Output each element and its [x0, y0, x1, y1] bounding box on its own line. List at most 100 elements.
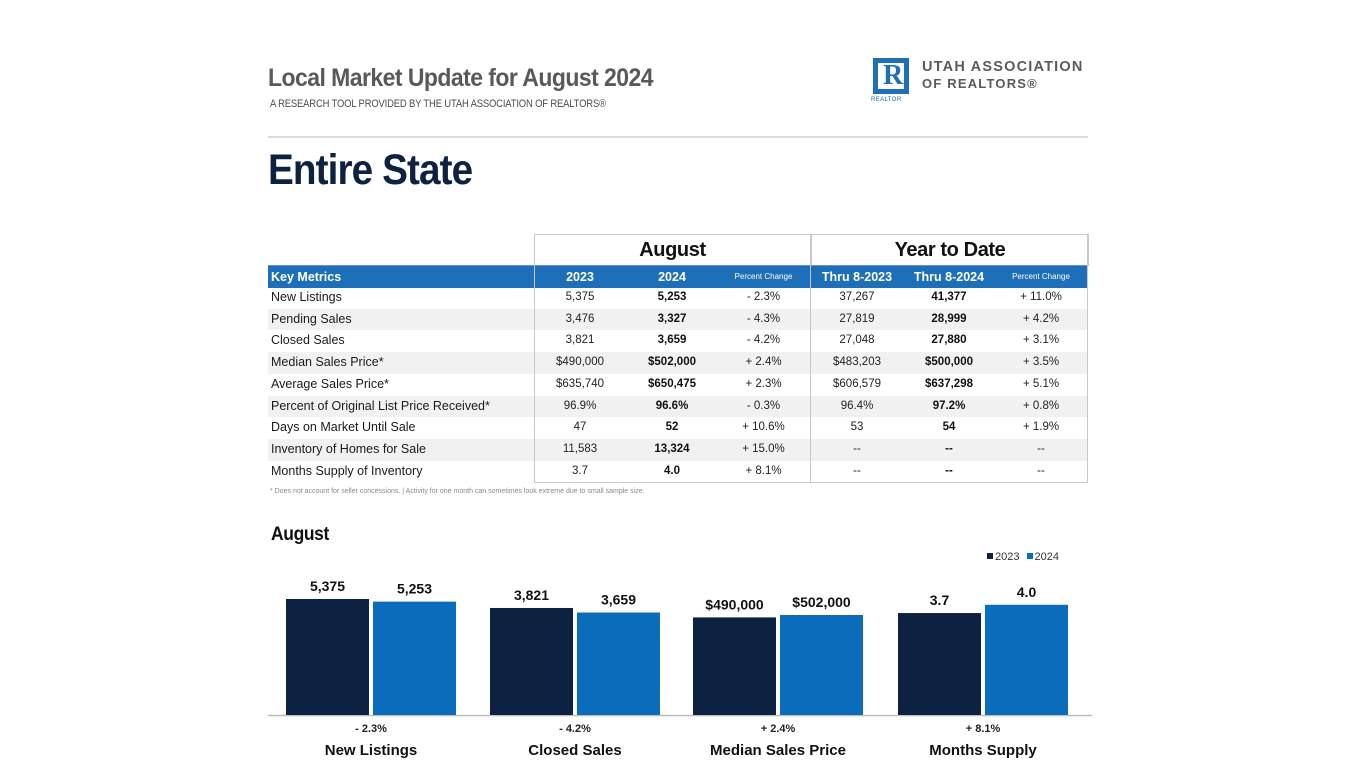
- percent-change-label: + 2.4%: [761, 723, 796, 735]
- legend-swatch-2024: [1026, 553, 1033, 559]
- cell-ytd-change: --: [1037, 442, 1045, 455]
- cell-ytd-change: + 4.2%: [1022, 312, 1060, 325]
- column-header-aug-2023: 2023: [566, 270, 594, 284]
- bar-2023-0: [286, 598, 369, 715]
- cell-aug-change: + 2.4%: [745, 356, 782, 369]
- cell-ytd-2024: --: [945, 464, 953, 477]
- table-bottom-border: [534, 482, 1087, 483]
- cell-aug-2023: 5,375: [565, 291, 595, 303]
- bar-2024-2: [780, 615, 863, 715]
- report-title: Local Market Update for August 2024: [268, 64, 654, 92]
- bar-2024-1: [577, 612, 660, 715]
- cell-ytd-2024: 54: [942, 421, 956, 434]
- percent-change-label: - 4.2%: [559, 723, 591, 735]
- cell-aug-2024: $502,000: [648, 356, 696, 369]
- table-row: Inventory of Homes for Sale 11,583 13,324 +…: [268, 438, 1087, 461]
- chart-title: August: [271, 524, 330, 545]
- logo-glyph: R: [883, 60, 904, 91]
- column-header-ytd-change: Percent Change: [1012, 272, 1070, 281]
- metric-label: Average Sales Price*: [271, 376, 389, 391]
- cell-aug-2023: 3.7: [572, 464, 588, 477]
- cell-aug-change: - 4.2%: [746, 334, 781, 347]
- cell-ytd-2024: 41,377: [931, 291, 967, 303]
- legend-item-2024: 2024: [1026, 551, 1060, 563]
- cell-aug-2023: $635,740: [556, 377, 604, 390]
- cell-aug-2024: 3,659: [657, 334, 687, 347]
- column-header-aug-change: Percent Change: [734, 272, 793, 281]
- cell-aug-2023: $490,000: [556, 356, 604, 369]
- bar-value-label: 5,375: [310, 578, 345, 594]
- table-row: Days on Market Until Sale 47 52 + 10.6% 53 54…: [268, 417, 1087, 439]
- bar-2023-3: [898, 613, 981, 715]
- metric-label: Closed Sales: [271, 333, 345, 348]
- table-row: New Listings 5,375 5,253 - 2.3% 37,267 41,377…: [268, 287, 1087, 309]
- cell-ytd-2023: $483,203: [833, 356, 881, 369]
- category-label: New Listings: [325, 742, 418, 759]
- percent-change-label: + 8.1%: [966, 723, 1001, 735]
- table-header-row: Key Metrics 2023 2024 Percent Change Thr…: [268, 265, 1087, 288]
- cell-aug-change: + 10.6%: [742, 421, 785, 434]
- cell-aug-change: - 0.3%: [746, 399, 781, 412]
- cell-ytd-2024: $500,000: [925, 356, 973, 369]
- cell-aug-change: - 2.3%: [746, 291, 781, 303]
- column-header-key-metrics: Key Metrics: [271, 270, 342, 284]
- cell-ytd-2024: $637,298: [925, 377, 973, 390]
- legend-label: 2024: [1034, 551, 1060, 563]
- bar-2024-0: [373, 601, 456, 715]
- cell-aug-2023: 47: [573, 421, 587, 434]
- cell-aug-2024: 5,253: [657, 291, 687, 303]
- logo-line-2: OF REALTORS®: [922, 76, 1038, 91]
- cell-aug-2024: 3,327: [657, 312, 687, 325]
- realtor-r-icon: R: [873, 58, 909, 94]
- cell-aug-2024: $650,475: [648, 377, 696, 390]
- column-header-ytd-2024: Thru 8-2024: [913, 270, 985, 284]
- category-label: Months Supply: [929, 742, 1037, 759]
- area-title: Entire State: [268, 146, 473, 194]
- cell-ytd-2023: $606,579: [833, 377, 881, 390]
- cell-ytd-2024: 97.2%: [932, 399, 966, 412]
- metric-label: Median Sales Price*: [271, 355, 384, 370]
- cell-ytd-2023: 27,048: [839, 334, 875, 347]
- metric-label: Percent of Original List Price Received*: [271, 398, 490, 413]
- cell-aug-change: + 15.0%: [742, 442, 785, 455]
- header-divider: [268, 136, 1088, 138]
- metric-label: Months Supply of Inventory: [271, 463, 423, 478]
- cell-ytd-2024: 28,999: [931, 312, 967, 325]
- report-subtitle: A RESEARCH TOOL PROVIDED BY THE UTAH ASS…: [270, 98, 606, 110]
- column-header-aug-2024: 2024: [658, 270, 686, 284]
- cell-aug-change: + 8.1%: [745, 464, 782, 477]
- metric-label: Inventory of Homes for Sale: [271, 441, 426, 456]
- cell-aug-2023: 11,583: [562, 442, 598, 455]
- cell-aug-2023: 3,821: [565, 334, 595, 347]
- bar-value-label: 3,821: [514, 587, 549, 603]
- column-header-ytd-2023: Thru 8-2023: [821, 270, 893, 284]
- table-row: Months Supply of Inventory 3.7 4.0 + 8.1% --…: [268, 461, 1087, 483]
- table-row: Median Sales Price* $490,000 $502,000 + 2.4…: [268, 352, 1087, 374]
- bar-value-label: $490,000: [705, 596, 764, 612]
- cell-aug-change: + 2.3%: [745, 377, 782, 390]
- cell-aug-2024: 4.0: [664, 464, 680, 477]
- column-divider: [1087, 234, 1088, 483]
- metric-label: New Listings: [271, 290, 342, 304]
- cell-ytd-2024: --: [945, 442, 953, 455]
- bar-2024-3: [985, 604, 1068, 715]
- chart-legend: 2023 2024: [983, 551, 1059, 563]
- column-divider: [810, 234, 811, 483]
- percent-change-label: - 2.3%: [355, 723, 387, 735]
- group-header-ytd: Year to Date: [811, 234, 1089, 266]
- legend-label: 2023: [995, 551, 1020, 563]
- category-label: Median Sales Price: [710, 742, 846, 759]
- column-divider: [534, 234, 535, 483]
- cell-ytd-2023: 37,267: [839, 291, 875, 303]
- cell-aug-change: - 4.3%: [746, 312, 781, 325]
- realtors-logo: R REALTOR UTAH ASSOCIATION OF REALTORS®: [870, 58, 1090, 104]
- bar-2023-1: [490, 607, 573, 715]
- cell-ytd-2023: --: [853, 464, 861, 477]
- bar-value-label: 3,659: [601, 592, 636, 608]
- cell-aug-2023: 96.9%: [563, 399, 597, 412]
- bar-value-label: 3.7: [930, 592, 950, 608]
- category-label: Closed Sales: [528, 742, 621, 759]
- cell-ytd-2023: 27,819: [839, 312, 875, 325]
- cell-aug-2024: 96.6%: [655, 399, 689, 412]
